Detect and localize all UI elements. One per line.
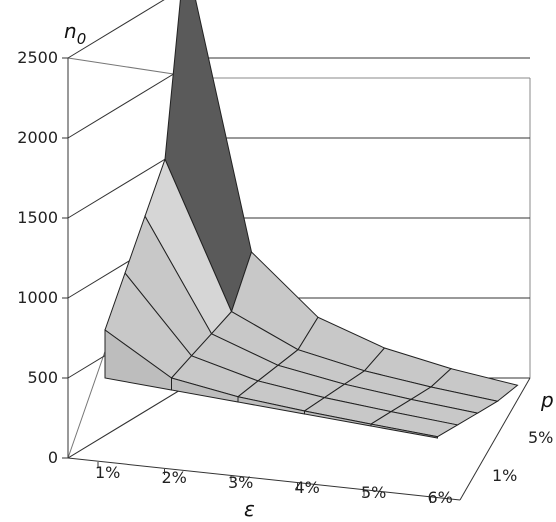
y-tick-label: 5%: [528, 428, 553, 447]
x-axis-line: [67, 457, 461, 501]
surface-mesh: [104, 0, 519, 439]
x-tick-label: 6%: [428, 488, 453, 507]
z-axis-title-subscript: 0: [77, 30, 87, 48]
surface-skirt: [370, 423, 438, 439]
y-axis-ticks: 1% 5%: [492, 428, 553, 485]
x-axis-title: ε: [244, 497, 255, 521]
z-tick-label: 2500: [17, 48, 58, 67]
z-tick-label: 0: [48, 448, 58, 467]
z-tick-label: 1500: [17, 208, 58, 227]
z-axis-title: n0: [64, 19, 86, 48]
y-axis-line: [459, 377, 531, 501]
z-tick-label: 1000: [17, 288, 58, 307]
x-tick-label: 4%: [295, 478, 320, 497]
z-tick-label: 2000: [17, 128, 58, 147]
x-tick-label: 2%: [162, 468, 187, 487]
y-tick-label: 1%: [492, 466, 517, 485]
y-axis-title: p: [540, 388, 554, 412]
z-tick-label: 500: [27, 368, 58, 387]
x-tick-label: 5%: [361, 483, 386, 502]
x-tick-label: 3%: [228, 473, 253, 492]
gridline-left: [67, 0, 165, 59]
x-tick-label: 1%: [95, 463, 120, 482]
z-axis-ticks: 0 500 1000 1500 2000 2500: [17, 48, 68, 467]
x-axis-ticks: 1% 2% 3% 4% 5% 6%: [95, 462, 453, 507]
